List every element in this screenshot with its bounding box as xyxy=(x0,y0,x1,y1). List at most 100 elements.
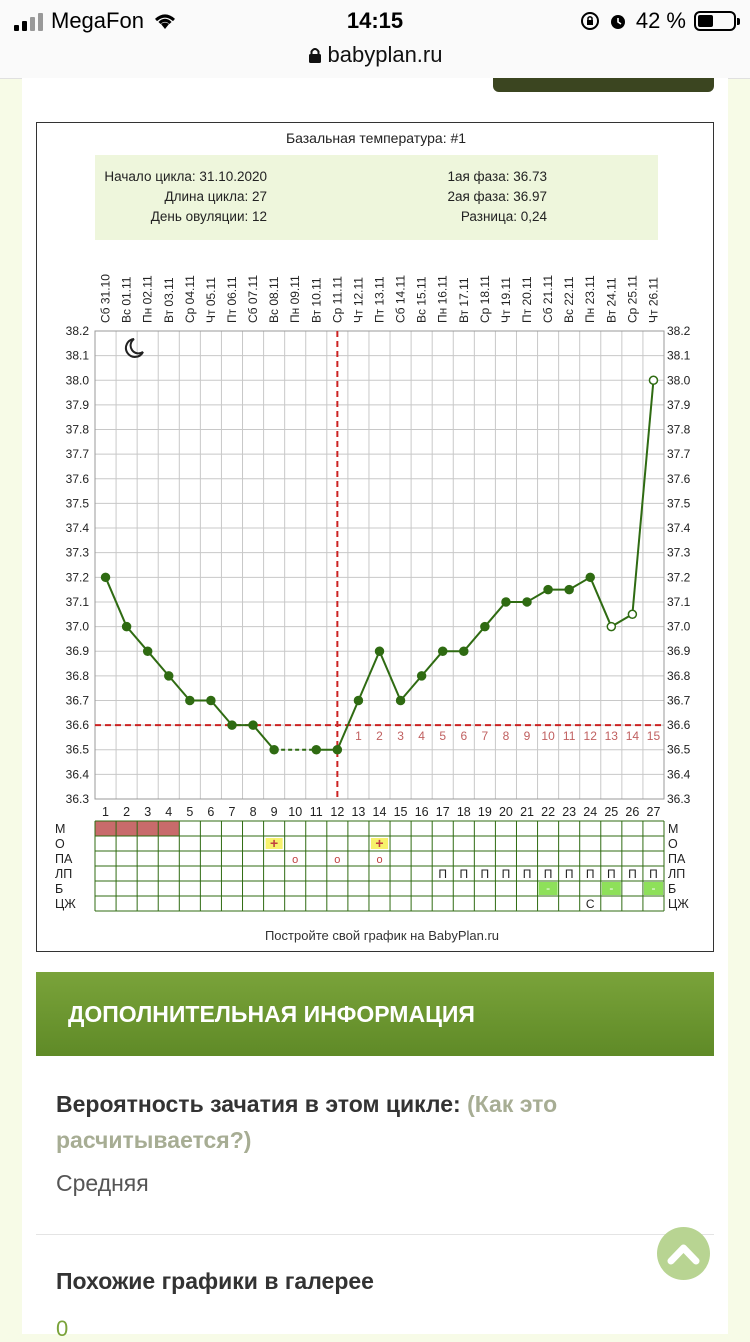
temperature-point xyxy=(121,621,132,632)
pain-cell xyxy=(643,882,663,895)
y-tick-right: 36.3 xyxy=(667,792,691,806)
url-bar[interactable]: babyplan.ru xyxy=(0,42,750,68)
scroll-top-button[interactable] xyxy=(657,1227,710,1280)
date-label: Чт 19.11 xyxy=(499,277,513,323)
menses-cell xyxy=(137,821,159,836)
conception-probability-question: Вероятность зачатия в этом цикле: (Как э… xyxy=(56,1086,656,1158)
day-number: 16 xyxy=(415,805,429,819)
wifi-icon xyxy=(154,14,175,29)
day-number: 14 xyxy=(373,805,387,819)
y-tick-left: 38.2 xyxy=(66,324,90,338)
y-tick-right: 38.0 xyxy=(667,373,691,387)
top-button[interactable] xyxy=(493,78,714,92)
date-label: Пн 02.11 xyxy=(141,275,155,323)
row-label-right: О xyxy=(668,837,678,851)
temperature-point xyxy=(648,375,659,386)
temperature-line-segment xyxy=(146,650,170,677)
divider xyxy=(36,1234,714,1235)
day-number: 19 xyxy=(478,805,492,819)
row-label-left: ЛП xyxy=(55,867,72,881)
day-number: 5 xyxy=(186,805,193,819)
ovulation-test-cell xyxy=(370,838,389,849)
y-tick-left: 36.8 xyxy=(66,669,90,683)
how-calculated-link[interactable]: (Как это расчитывается?) xyxy=(56,1091,558,1153)
row-label-right: М xyxy=(668,822,678,836)
menses-cell xyxy=(158,821,180,836)
date-label: Вс 08.11 xyxy=(267,276,281,323)
signal-icon xyxy=(14,11,43,31)
day-number: 1 xyxy=(102,805,109,819)
y-tick-right: 37.4 xyxy=(667,521,691,535)
intercourse-mark: o xyxy=(334,854,340,866)
day-number: 3 xyxy=(144,805,151,819)
y-tick-right: 38.1 xyxy=(667,349,691,363)
date-label: Пт 13.11 xyxy=(373,276,387,323)
cycle-info-left: Длина цикла: 27 xyxy=(164,189,267,204)
date-label: Пт 20.11 xyxy=(520,276,534,323)
temperature-line-segment xyxy=(125,625,149,652)
date-label: Чт 05.11 xyxy=(204,277,218,323)
y-tick-left: 36.4 xyxy=(66,767,90,781)
day-number: 9 xyxy=(271,805,278,819)
temperature-line-segment xyxy=(210,699,233,726)
y-tick-left: 37.0 xyxy=(66,620,90,634)
moon-icon xyxy=(124,338,144,358)
day-number: 20 xyxy=(499,805,513,819)
temperature-point xyxy=(564,584,574,595)
y-tick-left: 37.3 xyxy=(66,546,90,560)
day-number: 27 xyxy=(647,805,661,819)
temperature-point xyxy=(374,646,385,656)
day-number: 25 xyxy=(604,805,618,819)
day-number: 7 xyxy=(229,805,236,819)
temperature-point xyxy=(480,621,490,632)
medication-mark: П xyxy=(628,867,637,881)
y-tick-right: 37.6 xyxy=(667,472,691,486)
battery-icon xyxy=(694,11,740,31)
day-number: 8 xyxy=(250,805,257,819)
cycle-info-right: 2ая фаза: 36.97 xyxy=(447,189,547,204)
temperature-point xyxy=(522,597,532,607)
post-ovulation-day-label: 4 xyxy=(418,729,425,743)
medication-mark: П xyxy=(586,867,595,881)
temperature-point xyxy=(627,609,638,620)
bbt-chart: Базальная температура: #1 Начало цикла: 3… xyxy=(36,122,714,952)
carrier-name: MegaFon xyxy=(51,8,144,33)
temperature-point xyxy=(269,744,279,755)
day-number: 15 xyxy=(394,805,408,819)
similar-charts-count[interactable]: 0 xyxy=(56,1316,69,1341)
date-label: Чт 26.11 xyxy=(646,277,660,323)
row-label-right: ЛП xyxy=(668,867,685,881)
temperature-line-segment xyxy=(631,380,655,615)
temperature-point xyxy=(437,646,448,656)
y-tick-left: 37.7 xyxy=(66,447,90,461)
similar-charts-title: Похожие графики в галерее xyxy=(56,1268,374,1294)
medication-mark: П xyxy=(502,867,511,881)
day-number: 24 xyxy=(583,805,597,819)
temperature-line-segment xyxy=(484,601,507,628)
date-label: Пн 09.11 xyxy=(288,275,302,323)
y-tick-right: 36.8 xyxy=(667,669,691,683)
post-ovulation-day-label: 12 xyxy=(584,729,598,743)
y-tick-left: 36.3 xyxy=(66,792,90,806)
clock: 14:15 xyxy=(346,8,404,33)
temperature-point xyxy=(227,720,237,730)
medication-mark: П xyxy=(544,867,553,881)
y-tick-right: 36.4 xyxy=(667,767,691,781)
y-tick-left: 38.1 xyxy=(66,349,90,363)
row-label-left: Б xyxy=(55,882,63,896)
status-bar: MegaFon 14:15 42 % babyplan.ru xyxy=(0,0,750,79)
post-ovulation-day-label: 10 xyxy=(541,729,555,743)
post-ovulation-day-label: 8 xyxy=(503,729,510,743)
date-label: Пт 06.11 xyxy=(225,276,239,323)
medication-mark: П xyxy=(438,867,447,881)
temperature-point xyxy=(164,671,174,681)
menses-cell xyxy=(95,821,117,836)
temperature-point xyxy=(185,695,195,706)
day-number: 6 xyxy=(207,805,214,819)
date-label: Вс 15.11 xyxy=(415,276,429,323)
date-label: Вт 03.11 xyxy=(162,277,176,323)
y-tick-right: 37.5 xyxy=(667,496,691,510)
date-label: Ср 11.11 xyxy=(330,276,344,323)
day-number: 18 xyxy=(457,805,471,819)
date-label: Вт 10.11 xyxy=(309,277,323,323)
